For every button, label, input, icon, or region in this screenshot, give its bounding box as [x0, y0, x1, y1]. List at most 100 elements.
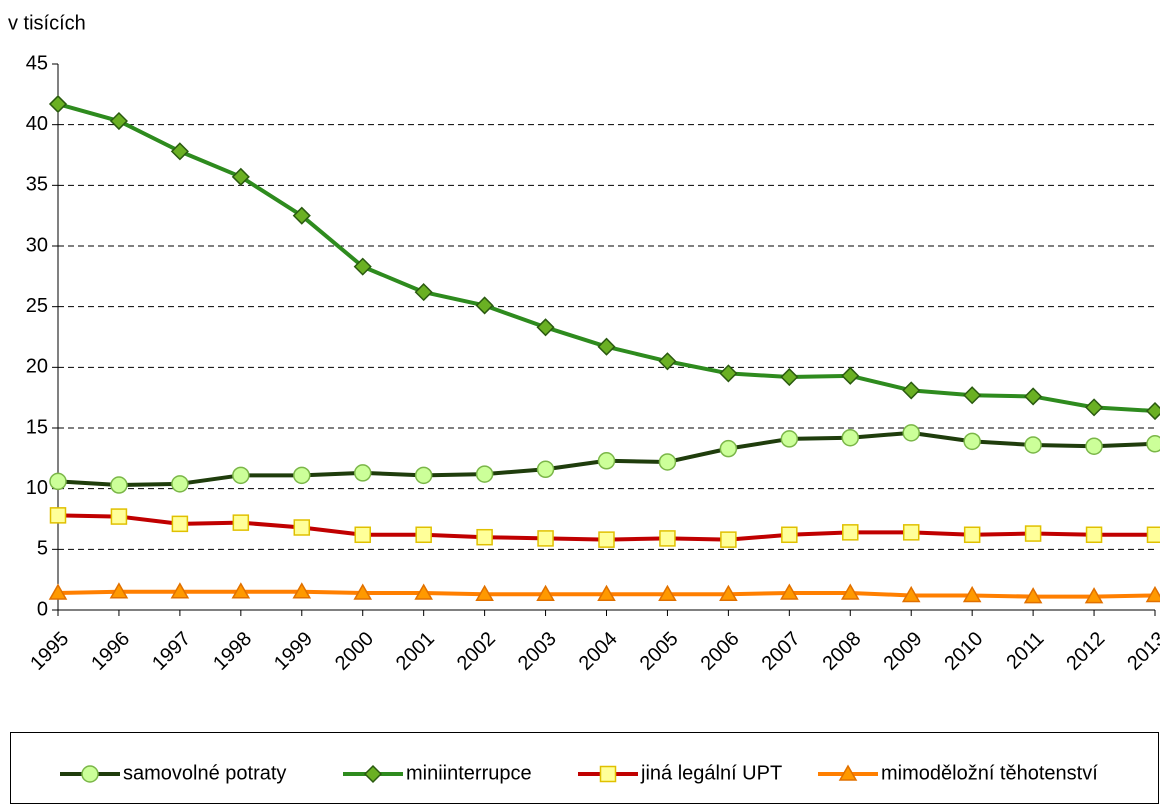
x-tick-label: 1997	[148, 628, 195, 675]
marker	[902, 524, 920, 541]
y-axis-label: v tisících	[8, 12, 86, 34]
x-tick-label: 2006	[697, 628, 744, 675]
y-tick-label: 25	[26, 295, 48, 317]
marker	[720, 531, 737, 548]
marker	[110, 508, 128, 525]
legend-label: jiná legální UPT	[640, 762, 782, 784]
marker	[171, 515, 189, 533]
marker	[81, 765, 99, 783]
marker	[840, 583, 860, 600]
y-tick-label: 35	[26, 174, 48, 196]
marker	[1023, 587, 1043, 604]
marker	[231, 167, 250, 186]
marker	[231, 582, 251, 599]
marker	[293, 466, 311, 485]
marker	[414, 583, 433, 600]
legend	[10, 732, 1159, 804]
marker	[781, 526, 798, 544]
marker	[49, 472, 67, 491]
marker	[536, 318, 555, 337]
legend-label: samovolné potraty	[123, 762, 286, 784]
marker	[1145, 401, 1160, 421]
marker	[963, 526, 981, 544]
marker	[780, 430, 799, 448]
marker	[598, 531, 615, 548]
marker	[1024, 436, 1042, 454]
marker	[901, 585, 921, 603]
marker	[780, 367, 799, 387]
marker	[48, 94, 68, 114]
marker	[476, 528, 493, 546]
marker	[1084, 398, 1104, 417]
marker	[1146, 435, 1160, 453]
marker	[170, 582, 190, 599]
marker	[536, 460, 555, 479]
y-tick-label: 40	[26, 113, 48, 135]
marker	[719, 584, 738, 601]
x-tick-label: 1999	[270, 628, 317, 675]
marker	[902, 381, 921, 400]
marker	[1146, 526, 1160, 544]
marker	[292, 582, 312, 599]
marker	[719, 364, 738, 383]
x-tick-label: 2011	[1002, 628, 1048, 674]
marker	[414, 283, 433, 302]
marker	[963, 386, 982, 405]
marker	[597, 337, 616, 356]
marker	[110, 476, 128, 494]
marker	[475, 296, 494, 315]
marker	[658, 584, 677, 601]
x-tick-label: 2002	[453, 628, 500, 675]
marker	[962, 585, 982, 603]
y-tick-label: 20	[26, 356, 48, 378]
marker	[109, 111, 129, 131]
marker	[292, 206, 311, 225]
x-tick-label: 2009	[879, 628, 926, 675]
marker	[1085, 526, 1103, 544]
marker	[475, 465, 494, 483]
marker	[719, 439, 738, 458]
marker	[597, 584, 616, 601]
marker	[838, 764, 858, 781]
x-tick-label: 2004	[575, 628, 622, 675]
y-tick-label: 0	[37, 598, 48, 620]
marker	[659, 530, 676, 547]
y-tick-label: 10	[26, 477, 48, 499]
marker	[841, 366, 860, 385]
marker	[963, 432, 981, 451]
marker	[48, 583, 68, 600]
marker	[842, 524, 859, 541]
x-tick-label: 2005	[636, 628, 683, 675]
x-tick-label: 1996	[87, 628, 134, 675]
marker	[658, 352, 677, 371]
marker	[902, 424, 920, 442]
y-tick-label: 5	[37, 538, 48, 560]
x-tick-label: 2000	[331, 628, 378, 675]
marker	[232, 466, 250, 485]
x-tick-label: 2003	[514, 628, 561, 675]
y-tick-label: 30	[26, 234, 48, 256]
marker	[353, 257, 372, 276]
marker	[171, 475, 189, 493]
y-tick-label: 15	[26, 416, 48, 438]
series-line	[57, 102, 1156, 414]
marker	[658, 453, 677, 471]
x-tick-label: 2010	[940, 628, 987, 675]
marker	[597, 452, 616, 470]
marker	[1024, 525, 1042, 542]
marker	[170, 142, 189, 161]
marker	[353, 464, 372, 482]
marker	[293, 519, 311, 536]
x-tick-label: 2001	[392, 628, 439, 675]
x-tick-label: 1995	[26, 628, 73, 675]
marker	[475, 584, 494, 601]
marker	[780, 583, 799, 600]
marker	[599, 765, 617, 783]
marker	[537, 530, 554, 547]
marker	[841, 428, 860, 447]
marker	[232, 514, 250, 531]
marker	[1084, 587, 1104, 604]
x-tick-label: 2007	[758, 628, 805, 675]
x-tick-label: 2012	[1062, 628, 1109, 675]
x-tick-label: 2013	[1123, 628, 1160, 675]
